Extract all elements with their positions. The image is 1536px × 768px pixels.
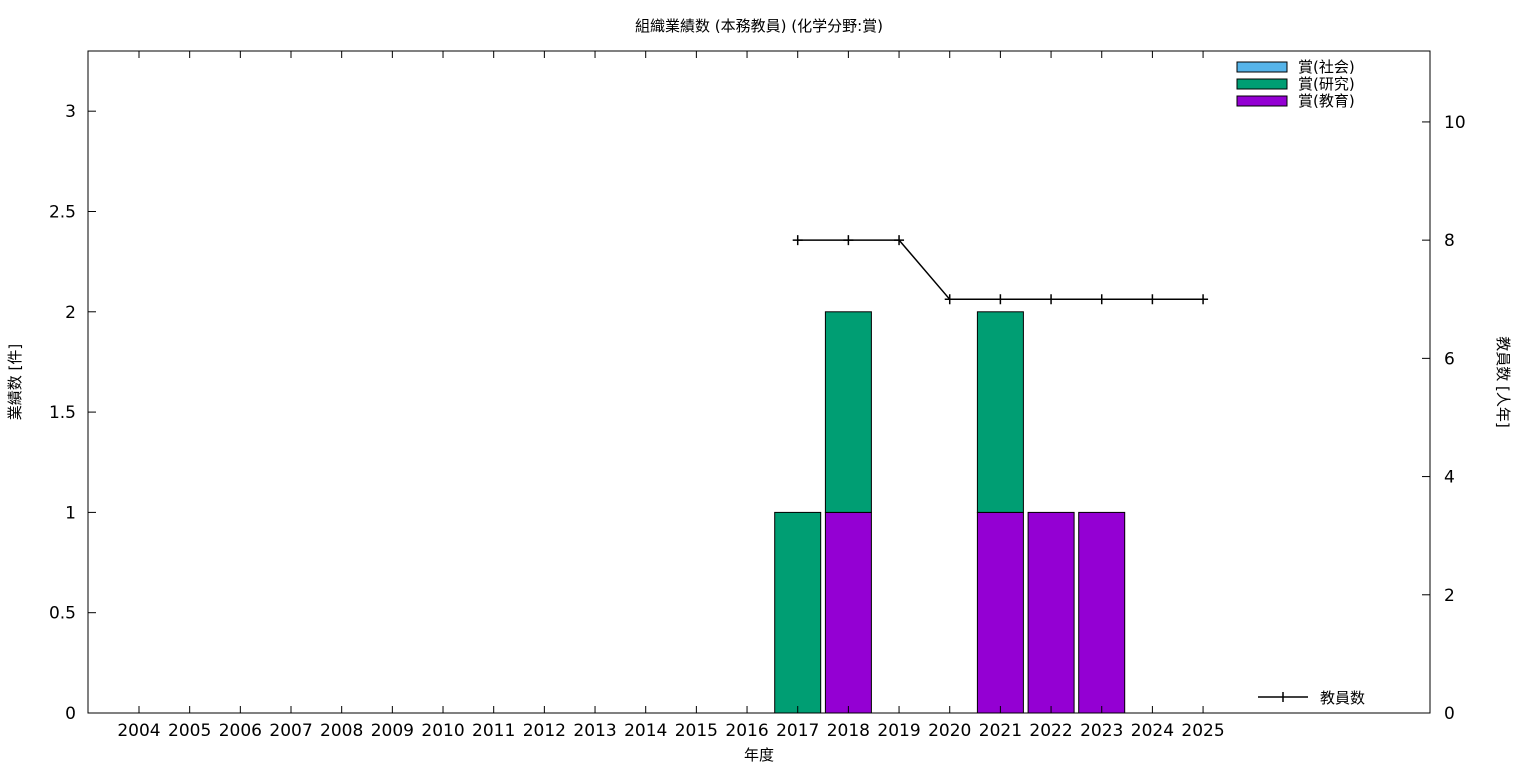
y2-tick-label: 0 bbox=[1444, 704, 1455, 724]
y-tick-label: 0 bbox=[65, 704, 76, 724]
x-axis: 2004 2005 2006 2007 2008 2009 2010 2011 2012 2013… bbox=[117, 51, 1225, 741]
bar-2017-series-1 bbox=[774, 511, 822, 714]
faculty-point-2021 bbox=[995, 294, 1006, 305]
bar-2018-series-1 bbox=[824, 311, 872, 513]
x-tick-label: 2020 bbox=[928, 721, 971, 741]
faculty-point-2025 bbox=[1198, 294, 1209, 305]
plot-frame bbox=[87, 50, 1431, 714]
legend-label-2: 賞(教育) bbox=[1298, 92, 1355, 110]
bar-2022-series-2 bbox=[1027, 511, 1075, 714]
bars-layer bbox=[774, 311, 1126, 714]
x-tick-label: 2023 bbox=[1080, 721, 1123, 741]
y-axis-left: 0 0.5 1 1.5 2 2.5 3 bbox=[49, 102, 96, 724]
y-tick-label: 2 bbox=[65, 303, 76, 323]
faculty-point-2018 bbox=[843, 235, 854, 246]
x-tick-label: 2008 bbox=[320, 721, 363, 741]
bar-2021-series-2 bbox=[976, 511, 1024, 714]
legend-label-1: 賞(研究) bbox=[1298, 75, 1355, 93]
line-legend: 教員数 bbox=[1258, 689, 1365, 707]
faculty-point-2024 bbox=[1147, 294, 1158, 305]
legend-swatch-0 bbox=[1236, 61, 1288, 73]
bar-2023-series-2 bbox=[1078, 511, 1126, 714]
legend-swatch-2 bbox=[1236, 95, 1288, 107]
x-tick-label: 2010 bbox=[421, 721, 464, 741]
y-tick-label: 2.5 bbox=[49, 202, 76, 222]
faculty-point-2019 bbox=[894, 235, 905, 246]
chart-title: 組織業績数 (本務教員) (化学分野:賞) bbox=[635, 17, 883, 35]
x-tick-label: 2014 bbox=[624, 721, 667, 741]
y-tick-label: 3 bbox=[65, 102, 76, 122]
bar-legend: 賞(社会)賞(研究)賞(教育) bbox=[1236, 58, 1355, 110]
y2-axis-label: 教員数 [人年] bbox=[1494, 336, 1512, 427]
x-axis-label: 年度 bbox=[744, 746, 774, 764]
x-tick-label: 2007 bbox=[269, 721, 312, 741]
x-tick-label: 2011 bbox=[472, 721, 515, 741]
faculty-point-2020 bbox=[944, 294, 955, 305]
faculty-point-2017 bbox=[792, 235, 803, 246]
x-tick-label: 2013 bbox=[573, 721, 616, 741]
y2-tick-label: 2 bbox=[1444, 586, 1455, 606]
x-tick-label: 2012 bbox=[523, 721, 566, 741]
y2-tick-label: 4 bbox=[1444, 468, 1455, 488]
x-tick-label: 2005 bbox=[168, 721, 211, 741]
legend-line-label: 教員数 bbox=[1320, 689, 1365, 707]
x-tick-label: 2024 bbox=[1131, 721, 1174, 741]
bar-2021-series-1 bbox=[976, 311, 1024, 513]
y-tick-label: 0.5 bbox=[49, 604, 76, 624]
y-axis-label: 業績数 [件] bbox=[6, 344, 24, 420]
x-tick-label: 2016 bbox=[725, 721, 768, 741]
x-tick-label: 2019 bbox=[877, 721, 920, 741]
legend-label-0: 賞(社会) bbox=[1298, 58, 1355, 76]
x-tick-label: 2004 bbox=[117, 721, 160, 741]
x-tick-label: 2025 bbox=[1181, 721, 1224, 741]
y-tick-label: 1.5 bbox=[49, 403, 76, 423]
y2-tick-label: 8 bbox=[1444, 231, 1455, 251]
x-tick-label: 2017 bbox=[776, 721, 819, 741]
legend-swatch-1 bbox=[1236, 78, 1288, 90]
y2-tick-label: 10 bbox=[1444, 113, 1466, 133]
faculty-point-2022 bbox=[1046, 294, 1057, 305]
y2-tick-label: 6 bbox=[1444, 349, 1455, 369]
x-tick-label: 2018 bbox=[827, 721, 870, 741]
y-tick-label: 1 bbox=[65, 503, 76, 523]
x-tick-label: 2006 bbox=[219, 721, 262, 741]
line-layer bbox=[792, 235, 1209, 305]
x-tick-label: 2021 bbox=[979, 721, 1022, 741]
faculty-count-line bbox=[797, 239, 1204, 301]
faculty-point-2023 bbox=[1096, 294, 1107, 305]
y-axis-right: 0 2 4 6 8 10 bbox=[1422, 113, 1466, 724]
x-tick-label: 2015 bbox=[675, 721, 718, 741]
x-tick-label: 2009 bbox=[371, 721, 414, 741]
bar-2018-series-2 bbox=[824, 511, 872, 714]
x-tick-label: 2022 bbox=[1029, 721, 1072, 741]
